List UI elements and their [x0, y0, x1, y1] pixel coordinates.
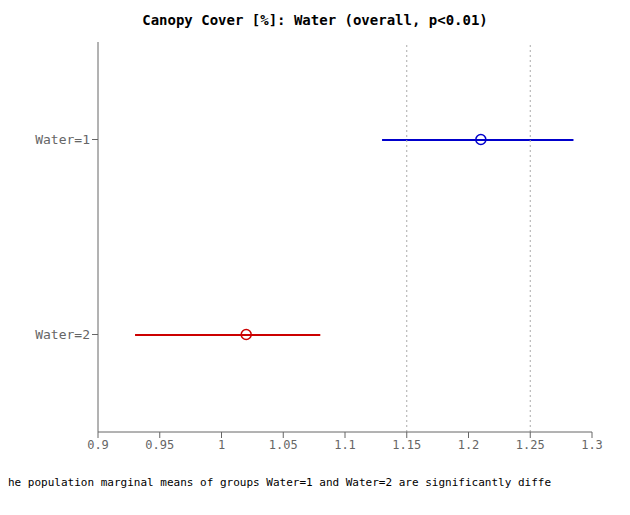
html-text:he population marginal means o: he population marginal means of groups W… [8, 476, 552, 489]
svg-text:0.95: 0.95 [145, 438, 174, 452]
svg-text:1.2: 1.2 [458, 438, 480, 452]
html-text:Canopy Cover [%]: Water (overa: Canopy Cover [%]: Water (overall, p<0.01… [142, 12, 488, 28]
svg-text:1.25: 1.25 [516, 438, 545, 452]
svg-text:1.3: 1.3 [581, 438, 603, 452]
svg-text:1.05: 1.05 [269, 438, 298, 452]
svg-text:0.9: 0.9 [87, 438, 109, 452]
svg-text:Water=1: Water=1 [35, 132, 90, 147]
svg-text:Water=2: Water=2 [35, 327, 90, 342]
svg-text:1.15: 1.15 [392, 438, 421, 452]
svg-text:1.1: 1.1 [334, 438, 356, 452]
svg-text:1: 1 [218, 438, 225, 452]
